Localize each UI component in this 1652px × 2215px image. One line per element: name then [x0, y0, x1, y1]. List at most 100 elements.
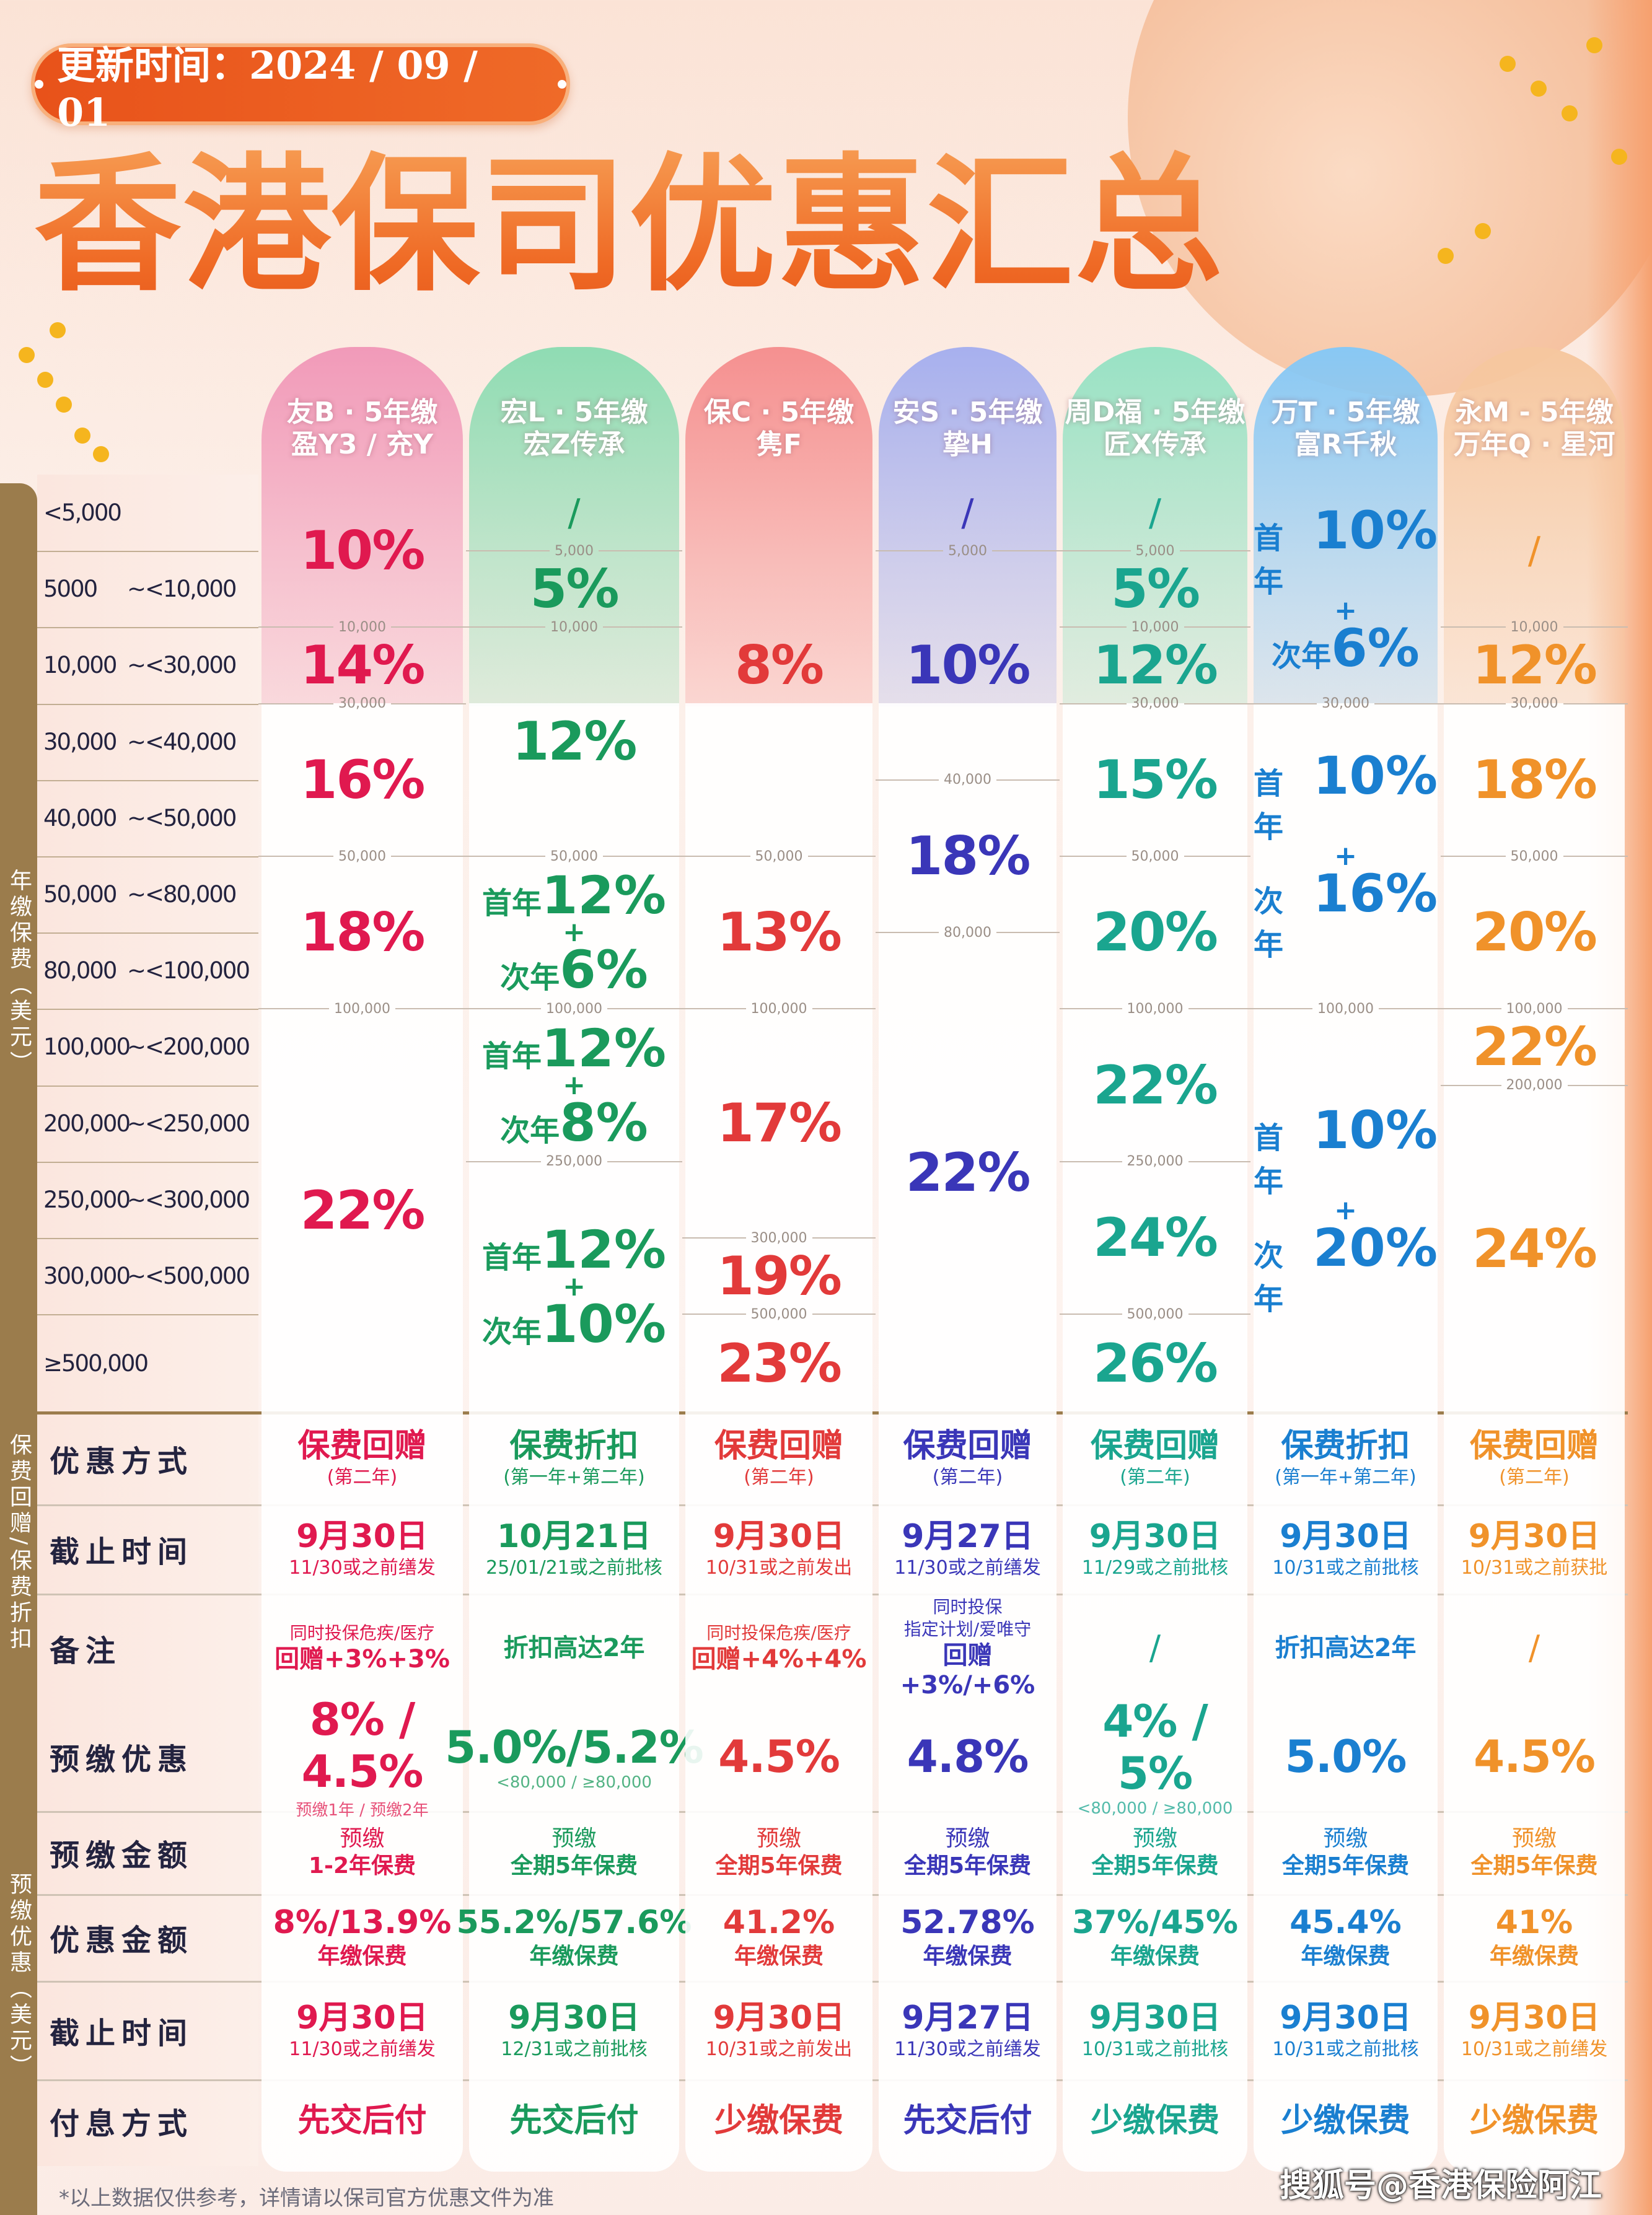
tier-to: ~<30,000 [127, 652, 237, 679]
tier-from: 100,000 [43, 1033, 131, 1061]
interest-method: 先交后付 [879, 2079, 1057, 2162]
deadline: 9月30日 10/31或之前获批 [1444, 1504, 1625, 1594]
rate-value: 26% [1093, 1332, 1218, 1395]
offer-type-sub: (第二年) [1499, 1467, 1570, 1488]
threshold-line: 250,000 [1060, 1152, 1251, 1171]
threshold-line: 300,000 [682, 1229, 876, 1247]
row-label: 优惠金额 [50, 1923, 194, 1958]
discount-value: 55.2%/57.6% [456, 1904, 692, 1941]
prepay-amount-line1: 预缴 [1132, 1826, 1177, 1851]
rebate-rate: 10% [879, 551, 1057, 780]
rebate-rate: / [879, 475, 1057, 551]
prepay-rate: 4.5% [1474, 1730, 1596, 1783]
tier-to: ~<300,000 [127, 1186, 250, 1213]
company-name-line1: 保C · 5年缴 [703, 397, 855, 428]
rate-value: 10% [905, 634, 1031, 696]
deadline-note: 10/31或之前发出 [705, 1557, 853, 1579]
company-name-line1: 宏L · 5年缴 [500, 397, 648, 428]
tier-label: 10,000 ~<30,000 [43, 627, 257, 703]
prepay-discount: 8% / 4.5% 预缴1年 / 预缴2年 [261, 1693, 463, 1820]
rate-value: 10% [300, 520, 426, 582]
prepay-amount-line2: 全期5年保费 [903, 1853, 1032, 1879]
deadline-2: 9月30日 11/30或之前缮发 [261, 1981, 463, 2079]
tier-divider [37, 551, 258, 553]
interest-method-text: 先交后付 [297, 2102, 427, 2139]
prepay-rate: 4.8% [907, 1730, 1029, 1783]
column-card [261, 703, 463, 2172]
offer-type-main: 保费回赠 [1090, 1428, 1219, 1465]
threshold-rule [1060, 856, 1127, 857]
column-card [879, 703, 1057, 2172]
company-name-line1: 友B · 5年缴 [286, 397, 438, 428]
deadline2-date: 9月30日 [713, 1999, 845, 2037]
rebate-rate: 15% [1063, 704, 1247, 856]
threshold-rule [1060, 1314, 1122, 1315]
rate-value: 23% [717, 1332, 842, 1395]
rate-value: 12% [512, 711, 638, 773]
threshold-line: 100,000 [258, 999, 467, 1018]
deadline-2: 9月30日 10/31或之前发出 [685, 1981, 872, 2079]
threshold-line: 50,000 [466, 847, 683, 866]
threshold-rule [1250, 703, 1317, 704]
threshold-rule [466, 550, 550, 552]
prepay-amount-line2: 全期5年保费 [510, 1853, 638, 1879]
offer-type-main: 保费回赠 [903, 1428, 1032, 1465]
second-year-rate: 次年 20% [1254, 1221, 1438, 1318]
first-year-rate: 首年 10% [1254, 504, 1438, 600]
threshold-line: 5,000 [466, 542, 683, 560]
prepay-discount: 4.8% [879, 1702, 1057, 1811]
deadline-date: 10月21日 [497, 1518, 651, 1555]
threshold-value: 50,000 [550, 848, 598, 864]
offer-type: 保费回赠 (第二年) [1063, 1413, 1247, 1504]
rebate-rate: 26% [1063, 1314, 1247, 1413]
column-card [469, 703, 679, 2172]
rate-value: / [568, 491, 581, 535]
threshold-rule [812, 1237, 876, 1239]
column-card [1063, 703, 1247, 2172]
deadline2-date: 9月30日 [508, 1999, 640, 2037]
threshold-rule [1060, 1008, 1122, 1010]
prepay-amount: 预缴 1-2年保费 [261, 1811, 463, 1894]
remark-line: 同时投保危疾/医疗 [289, 1622, 435, 1643]
interest-method: 少缴保费 [1444, 2079, 1625, 2162]
tier-from: 30,000 [43, 728, 117, 755]
discount-unit: 年缴保费 [1489, 1944, 1579, 1969]
rebate-rate: 20% [1444, 856, 1625, 1009]
company-name: 宏L · 5年缴 宏Z传承 [469, 397, 679, 461]
rebate-rate: 24% [1444, 1086, 1625, 1413]
column-card [1444, 703, 1625, 2172]
prepay-rate: 5.0% [1285, 1730, 1407, 1783]
deadline2-date: 9月27日 [902, 1999, 1034, 2037]
deadline2-date: 9月30日 [1280, 1999, 1412, 2037]
discount-unit: 年缴保费 [1301, 1944, 1391, 1969]
interest-method-text: 少缴保费 [1469, 2102, 1599, 2139]
tier-to: ~<40,000 [127, 728, 237, 755]
offer-type-main: 保费回赠 [297, 1428, 427, 1465]
offer-type-main: 保费回赠 [1469, 1428, 1599, 1465]
row-label: 截止时间 [50, 2015, 194, 2051]
column-card [685, 703, 872, 2172]
deadline: 10月21日 25/01/21或之前批核 [469, 1504, 679, 1594]
section-label-annual: 年缴保费（美元） [6, 869, 32, 1077]
tier-from: 50,000 [43, 881, 117, 908]
prepay-discount: 5.0% [1254, 1702, 1438, 1811]
remark: 同时投保危疾/医疗 回赠+3%+3% [261, 1594, 463, 1702]
threshold-rule [466, 1160, 542, 1162]
remark: 同时投保 指定计划/爱唯守 回赠+3%/+6% [879, 1594, 1057, 1702]
rate-value: 15% [1093, 748, 1218, 811]
threshold-rule [996, 779, 1060, 781]
prepay-rate: 8% / 4.5% [301, 1693, 424, 1797]
discount-value: 41% [1495, 1904, 1573, 1941]
deadline2-note: 10/31或之前批核 [1272, 2038, 1419, 2060]
remark: / [1444, 1594, 1625, 1702]
threshold-rule [607, 1160, 683, 1162]
rate-value: 20% [1093, 901, 1218, 964]
first-year-value: 12% [541, 1017, 667, 1079]
threshold-rule [1188, 1160, 1251, 1162]
rate-value: / [1527, 529, 1541, 573]
threshold-rule [1060, 626, 1127, 628]
deadline2-note: 11/30或之前缮发 [894, 2038, 1041, 2060]
second-year-value: 6% [1331, 617, 1420, 678]
interest-method: 先交后付 [469, 2079, 679, 2162]
threshold-value: 5,000 [948, 543, 987, 559]
